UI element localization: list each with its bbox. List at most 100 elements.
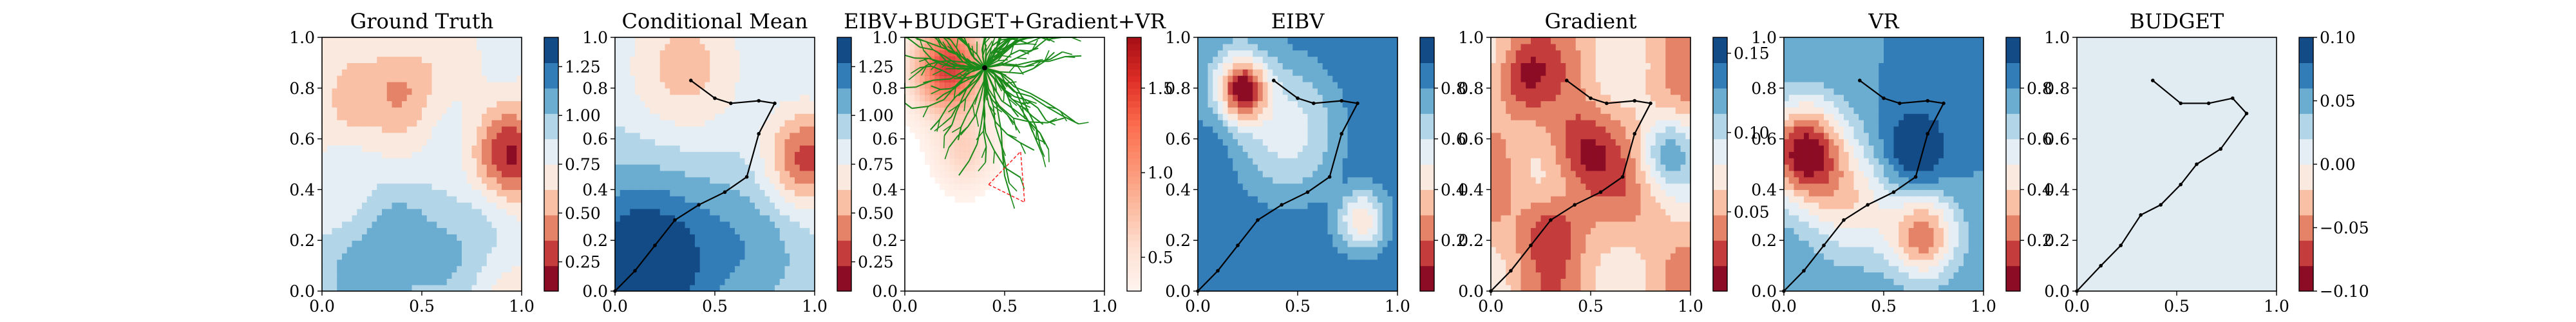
heatmap-cell <box>372 208 377 216</box>
heatmap-cell <box>451 208 457 216</box>
heatmap-cell <box>625 272 630 279</box>
heatmap-cell <box>1247 196 1253 203</box>
heatmap-cell <box>1198 158 1204 165</box>
heatmap-cell <box>650 252 656 260</box>
heatmap-cell <box>650 158 656 165</box>
heatmap-cell <box>366 196 373 203</box>
heatmap-cell <box>497 272 502 279</box>
tree-branch <box>1021 102 1031 108</box>
heatmap-cell <box>482 240 488 247</box>
heatmap-cell <box>775 50 781 57</box>
heatmap-cell <box>422 272 428 279</box>
heatmap-cell <box>366 202 373 209</box>
colorbar-tick-label: 0.25 <box>565 253 601 272</box>
heatmap-cell <box>446 145 453 152</box>
heatmap-cell <box>342 132 348 140</box>
heatmap-cell <box>710 170 715 178</box>
heatmap-cell <box>352 120 357 127</box>
heatmap-cell <box>352 145 357 152</box>
heatmap-cell <box>770 62 775 70</box>
heatmap-cell <box>357 132 363 140</box>
heatmap-cell <box>1208 227 1213 234</box>
heatmap-cell <box>1258 259 1264 267</box>
heatmap-cell <box>690 113 696 120</box>
heatmap-cell <box>466 145 473 152</box>
heatmap-cell <box>402 100 408 108</box>
heatmap-cell <box>1208 247 1213 254</box>
heatmap-cell <box>1208 176 1213 184</box>
heatmap-cell <box>675 94 681 102</box>
heatmap-cell <box>412 208 417 216</box>
heatmap-cell <box>715 208 721 216</box>
heatmap-cell <box>437 252 442 260</box>
heatmap-cell <box>1213 94 1218 102</box>
heatmap-cell <box>784 176 790 184</box>
tree-branch <box>919 39 924 51</box>
heatmap-cell <box>362 145 368 152</box>
heatmap-cell <box>620 120 626 127</box>
heatmap-cell <box>1262 43 1269 51</box>
heatmap-cell <box>710 176 715 184</box>
heatmap-cell <box>695 221 701 229</box>
density-cell <box>989 37 996 44</box>
heatmap-cell <box>685 176 690 184</box>
heatmap-cell <box>735 272 741 279</box>
heatmap-cell <box>655 176 661 184</box>
density-cell <box>929 170 936 178</box>
heatmap-cell <box>804 126 810 133</box>
heatmap-cell <box>1213 202 1218 209</box>
heatmap-cell <box>715 43 721 51</box>
heatmap-cell <box>650 50 656 57</box>
heatmap-cell <box>685 50 690 57</box>
heatmap-cell <box>739 214 746 222</box>
heatmap-cell <box>779 176 786 184</box>
heatmap-cell <box>650 113 656 120</box>
heatmap-cell <box>357 196 363 203</box>
colorbar-tick-label: 0.50 <box>565 204 601 223</box>
heatmap-cell <box>759 43 766 51</box>
tree-branch <box>1062 51 1073 55</box>
heatmap-cell <box>635 247 641 254</box>
heatmap-cell <box>471 100 477 108</box>
heatmap-cell <box>386 145 393 152</box>
heatmap-cell <box>412 183 417 190</box>
heatmap-cell <box>506 214 513 222</box>
heatmap-cell <box>392 81 397 89</box>
heatmap-cell <box>795 43 800 51</box>
heatmap-cell <box>362 227 368 234</box>
heatmap-cell <box>462 138 468 146</box>
heatmap-cell <box>477 56 482 63</box>
tree-branch <box>1050 51 1063 60</box>
heatmap-cell <box>705 265 710 273</box>
density-cell <box>974 151 980 158</box>
heatmap-cell <box>346 62 353 70</box>
heatmap-cell <box>705 158 710 165</box>
heatmap-cell <box>804 81 810 89</box>
heatmap-cell <box>779 145 786 152</box>
heatmap-cell <box>397 107 402 114</box>
heatmap-cell <box>491 75 497 82</box>
heatmap-cell <box>730 132 735 140</box>
heatmap-cell <box>322 113 328 120</box>
heatmap-cell <box>1202 158 1209 165</box>
tree-branch <box>972 92 980 105</box>
heatmap-cell <box>650 138 656 146</box>
heatmap-cell <box>690 227 696 234</box>
heatmap-cell <box>705 50 710 57</box>
heatmap-cell <box>442 132 448 140</box>
colorbar-tick-label: 1.0 <box>1148 164 1173 182</box>
heatmap-cell <box>1198 176 1204 184</box>
heatmap-cell <box>775 221 781 229</box>
heatmap-cell <box>386 120 393 127</box>
heatmap-cell <box>1258 75 1264 82</box>
heatmap-cell <box>784 252 790 260</box>
heatmap-cell <box>739 81 746 89</box>
heatmap-cell <box>775 208 781 216</box>
heatmap-cell <box>735 234 741 241</box>
heatmap-cell <box>437 285 442 292</box>
heatmap-cell <box>655 132 661 140</box>
heatmap-cell <box>446 138 453 146</box>
heatmap-cell <box>679 113 686 120</box>
heatmap-cell <box>764 138 770 146</box>
density-cell <box>954 151 960 158</box>
